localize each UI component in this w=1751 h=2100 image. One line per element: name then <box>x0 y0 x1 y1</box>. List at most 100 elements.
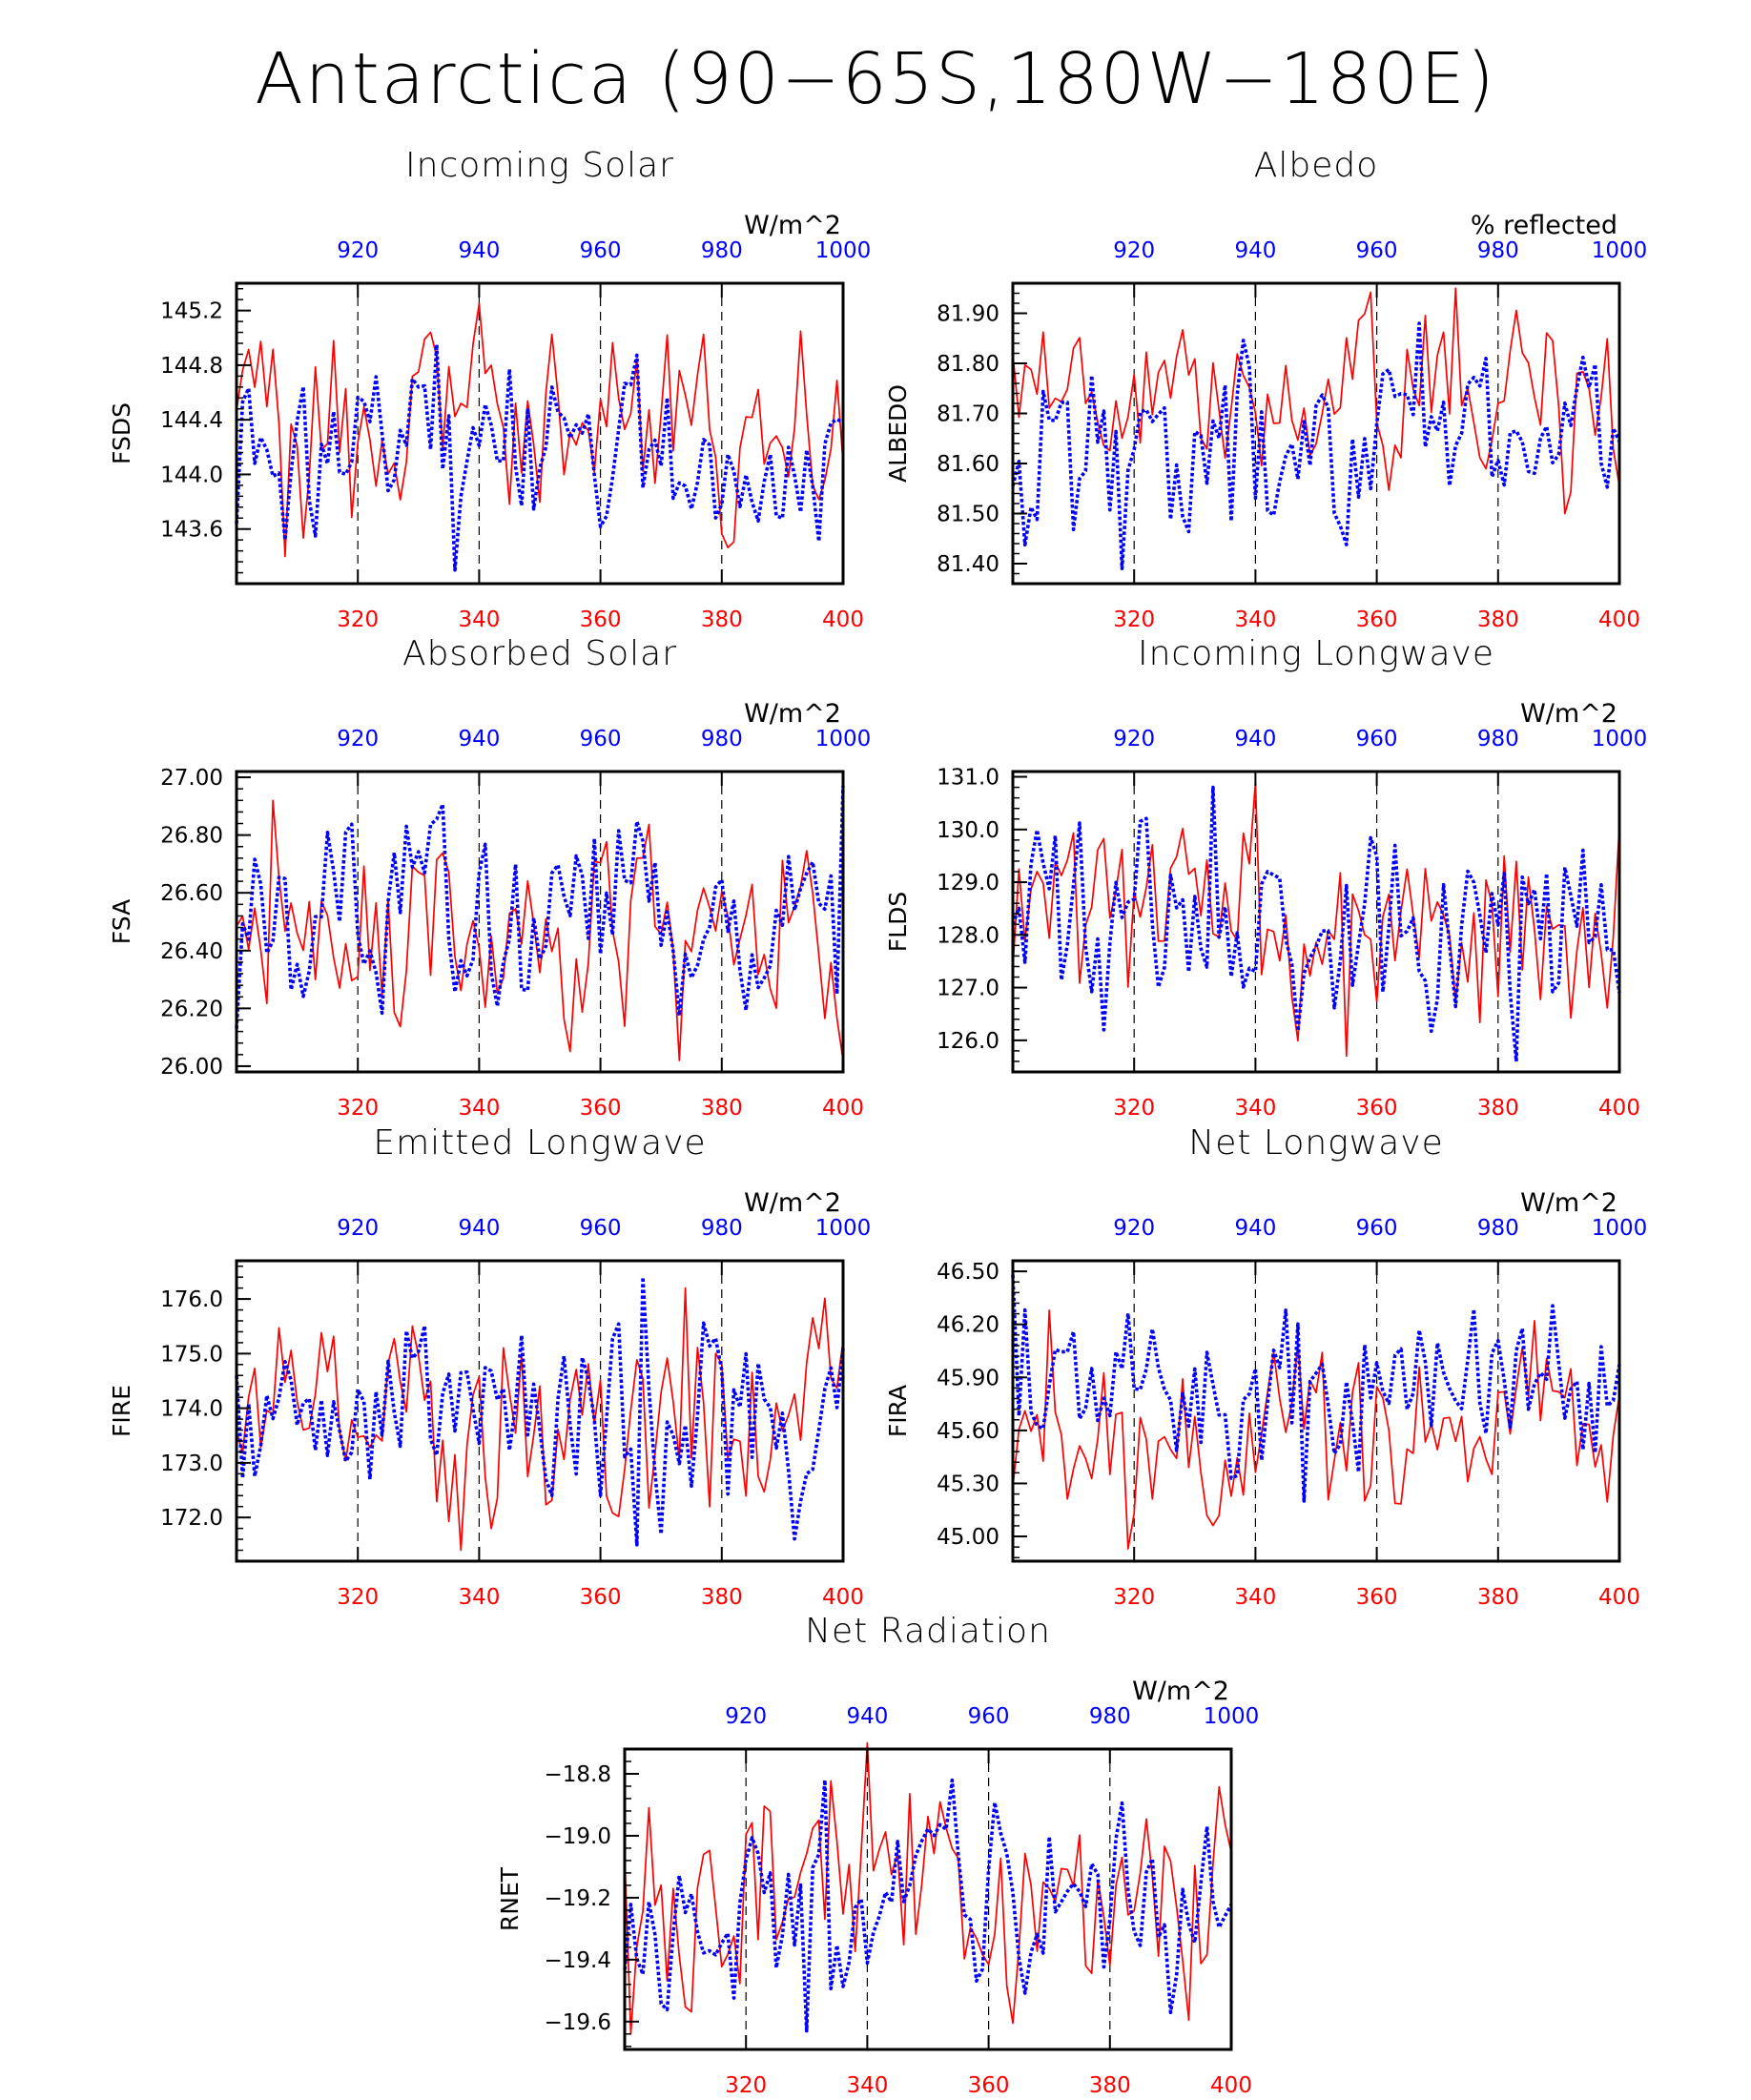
y-tick-label: 172.0 <box>160 1506 223 1531</box>
series-line-blue <box>623 1778 1233 2033</box>
series-line-red <box>624 1741 1232 2035</box>
x-bottom-tick-label: 320 <box>1113 1096 1155 1121</box>
units-label: % reflected <box>1471 211 1617 240</box>
x-top-tick-label: 1000 <box>1592 238 1648 263</box>
x-top-tick-label: 960 <box>1356 727 1398 751</box>
x-top-tick-label: 980 <box>701 1216 743 1241</box>
x-bottom-tick-label: 360 <box>1356 1096 1398 1121</box>
y-tick-label: 46.20 <box>937 1313 999 1338</box>
x-bottom-tick-label: 360 <box>968 2073 1010 2098</box>
x-bottom-tick-label: 320 <box>337 607 379 632</box>
x-bottom-tick-label: 320 <box>337 1585 379 1610</box>
x-top-tick-label: 920 <box>1113 727 1155 751</box>
chart-panel-7: Net Radiation W/m^2 −19.6 −19.4 −19.2 −19.0 −1… <box>496 1612 1259 2098</box>
series-line-blue <box>235 786 845 1029</box>
series-line-red <box>1012 1309 1620 1550</box>
x-bottom-tick-label: 380 <box>1477 1585 1519 1610</box>
x-top-tick-label: 920 <box>337 238 379 263</box>
y-tick-label: 81.80 <box>937 352 999 377</box>
x-bottom-tick-label: 360 <box>580 1585 622 1610</box>
y-tick-label: −19.2 <box>545 1886 611 1911</box>
x-bottom-tick-label: 340 <box>458 607 500 632</box>
y-tick-label: 129.0 <box>937 871 999 896</box>
units-label: W/m^2 <box>744 211 841 240</box>
x-top-tick-label: 980 <box>1477 238 1519 263</box>
panel-title: Emitted Longwave <box>373 1123 706 1163</box>
y-axis-label: FLDS <box>884 892 912 952</box>
x-bottom-tick-label: 400 <box>822 1096 864 1121</box>
x-top-tick-label: 980 <box>1477 1216 1519 1241</box>
x-top-tick-label: 940 <box>458 238 500 263</box>
plot-frame <box>235 1259 845 1563</box>
y-tick-label: 130.0 <box>937 818 999 843</box>
x-top-tick-label: 1000 <box>815 1216 872 1241</box>
y-tick-label: 126.0 <box>937 1029 999 1054</box>
x-top-tick-label: 1000 <box>1592 727 1648 751</box>
x-top-tick-label: 960 <box>1356 238 1398 263</box>
x-top-tick-label: 940 <box>458 1216 500 1241</box>
x-bottom-tick-label: 340 <box>1234 607 1276 632</box>
y-tick-label: 175.0 <box>160 1342 223 1367</box>
figure-title: Antarctica (90−65S,180W−180E) <box>255 38 1495 120</box>
y-tick-label: 145.2 <box>160 299 223 324</box>
panel-title: Albedo <box>1254 146 1379 185</box>
x-bottom-tick-label: 380 <box>701 1585 743 1610</box>
y-tick-label: 45.00 <box>937 1525 999 1550</box>
x-bottom-tick-label: 380 <box>1089 2073 1131 2098</box>
series-line-blue <box>235 1275 845 1547</box>
x-bottom-tick-label: 380 <box>701 607 743 632</box>
x-top-tick-label: 940 <box>846 1704 888 1729</box>
x-bottom-tick-label: 360 <box>1356 607 1398 632</box>
panel-title: Net Longwave <box>1188 1123 1443 1163</box>
plot-frame <box>1011 281 1621 586</box>
x-bottom-tick-label: 360 <box>580 607 622 632</box>
x-top-tick-label: 980 <box>701 238 743 263</box>
y-tick-label: 45.60 <box>937 1419 999 1444</box>
y-axis-label: FIRE <box>108 1385 135 1437</box>
x-bottom-tick-label: 380 <box>1477 1096 1519 1121</box>
panel-title: Incoming Solar <box>405 146 674 185</box>
y-tick-label: 26.80 <box>160 824 223 849</box>
series-line-blue <box>235 342 844 572</box>
y-tick-label: 26.40 <box>160 939 223 964</box>
units-label: W/m^2 <box>744 1188 841 1218</box>
x-bottom-tick-label: 360 <box>580 1096 622 1121</box>
y-tick-label: 144.0 <box>160 463 223 487</box>
series-line-red <box>1012 781 1620 1058</box>
x-bottom-tick-label: 340 <box>458 1585 500 1610</box>
x-bottom-tick-label: 320 <box>337 1096 379 1121</box>
x-bottom-tick-label: 340 <box>1234 1585 1276 1610</box>
y-tick-label: 45.30 <box>937 1472 999 1496</box>
y-axis-label: FSA <box>108 899 135 944</box>
x-top-tick-label: 920 <box>1113 1216 1155 1241</box>
panel-title: Incoming Longwave <box>1138 634 1494 673</box>
x-top-tick-label: 940 <box>1234 238 1276 263</box>
plot-frame <box>1011 1259 1621 1563</box>
series-line-blue <box>1011 1274 1621 1503</box>
y-tick-label: −19.6 <box>545 2010 611 2035</box>
x-bottom-tick-label: 320 <box>1113 1585 1155 1610</box>
x-bottom-tick-label: 400 <box>1598 1096 1640 1121</box>
y-tick-label: 176.0 <box>160 1287 223 1312</box>
y-tick-label: 81.90 <box>937 302 999 327</box>
y-tick-label: 26.60 <box>160 881 223 906</box>
chart-panel-2: Albedo % reflected 81.40 81.50 81.60 81.70 81.… <box>884 146 1647 632</box>
x-bottom-tick-label: 400 <box>822 1585 864 1610</box>
y-tick-label: 46.50 <box>937 1260 999 1285</box>
x-bottom-tick-label: 360 <box>1356 1585 1398 1610</box>
units-label: W/m^2 <box>1520 1188 1617 1218</box>
x-bottom-tick-label: 340 <box>846 2073 888 2098</box>
y-tick-label: −18.8 <box>545 1762 611 1787</box>
y-tick-label: 26.00 <box>160 1055 223 1080</box>
y-tick-label: 127.0 <box>937 977 999 1001</box>
y-tick-label: 26.20 <box>160 997 223 1021</box>
y-tick-label: −19.4 <box>545 1948 611 1973</box>
chart-panel-4: Incoming Longwave W/m^2 126.0 127.0 128.0 129… <box>884 634 1647 1121</box>
chart-panel-6: Net Longwave W/m^2 45.00 45.30 45.60 45.90 46.… <box>884 1123 1647 1610</box>
x-top-tick-label: 1000 <box>815 238 872 263</box>
panel-title: Absorbed Solar <box>402 634 677 673</box>
x-top-tick-label: 1000 <box>1592 1216 1648 1241</box>
series-line-red <box>236 1287 844 1552</box>
y-tick-label: 128.0 <box>937 923 999 948</box>
